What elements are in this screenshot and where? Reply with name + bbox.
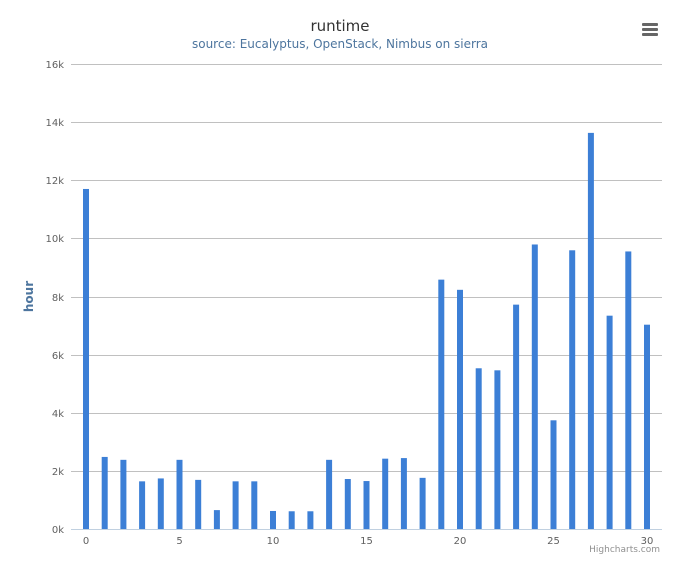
bar [513,304,520,529]
bar [101,456,108,529]
bar [344,479,351,529]
x-tick-label: 10 [267,536,280,547]
bar [307,511,314,529]
y-tick-label: 6k [52,351,64,362]
menu-icon-line [642,33,658,36]
bar [251,481,258,529]
bar [139,481,146,529]
bar [176,459,183,529]
y-tick-label: 14k [45,118,64,129]
bar [83,188,89,529]
x-tick-label: 15 [360,536,373,547]
bar [475,368,482,529]
menu-icon-line [642,28,658,31]
bar [326,459,333,529]
bar [569,250,576,530]
credit-link[interactable]: Highcharts.com [589,545,660,555]
bar [531,244,538,530]
y-tick-label: 8k [52,293,64,304]
x-tick-label: 5 [176,536,182,547]
y-axis-title: hour [22,281,36,312]
chart-title: runtime [310,17,370,35]
y-tick-label: 2k [52,467,64,478]
x-tick-label: 25 [547,536,560,547]
bar [587,132,594,529]
bar [120,459,127,529]
chart-subtitle: source: Eucalyptus, OpenStack, Nimbus on… [191,37,489,51]
bar [382,458,389,529]
bar [644,324,650,529]
bar [625,251,632,529]
bar [457,289,463,529]
bar [363,481,370,529]
bar [157,478,164,529]
bar [213,510,220,529]
y-tick-label: 16k [45,60,64,71]
x-tick-label: 0 [83,536,89,547]
bar [419,477,426,529]
y-tick-label: 10k [45,234,64,245]
bar [438,279,445,529]
y-tick-label: 0k [52,525,64,536]
hamburger-menu-icon[interactable] [638,18,662,40]
menu-icon-line [642,23,658,26]
bar [550,420,557,529]
x-tick-label: 30 [641,536,654,547]
bar [195,479,202,529]
y-tick-label: 4k [52,409,64,420]
bar [606,315,613,529]
bar [400,458,407,529]
x-tick-label: 20 [454,536,467,547]
y-tick-label: 12k [45,176,64,187]
bar [288,511,295,529]
bar [270,510,276,529]
bar [494,370,501,529]
bar [232,481,239,529]
